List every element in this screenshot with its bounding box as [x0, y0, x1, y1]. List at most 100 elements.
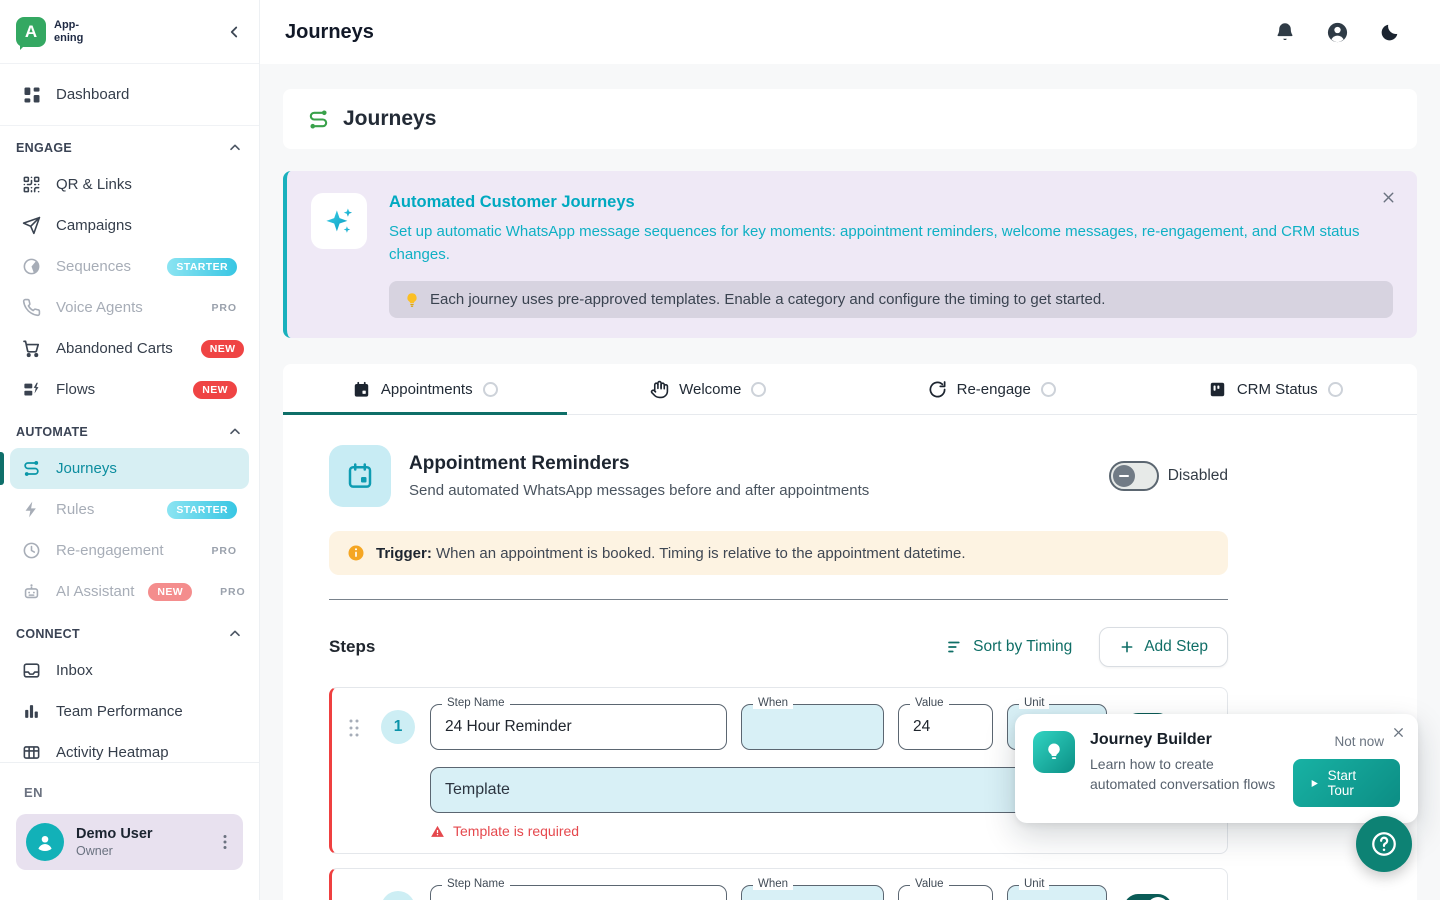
toggle-knob	[1112, 465, 1135, 487]
category-status-label: Disabled	[1167, 467, 1228, 484]
value-field: Value	[898, 697, 993, 750]
unit-select[interactable]: Unit	[1007, 878, 1107, 900]
sidebar-item-sequences[interactable]: Sequences STARTER	[10, 246, 249, 287]
section-header-automate[interactable]: AUTOMATE	[10, 410, 249, 448]
sort-by-timing-button[interactable]: Sort by Timing	[946, 638, 1072, 656]
step-number-badge: 1	[381, 710, 415, 744]
trigger-prefix: Trigger:	[376, 544, 432, 562]
value-input[interactable]	[913, 718, 978, 736]
step-enabled-toggle[interactable]	[1124, 894, 1172, 900]
zap-icon	[22, 500, 42, 520]
sidebar-item-label: Voice Agents	[56, 299, 143, 316]
tab-appointments[interactable]: Appointments	[283, 364, 567, 415]
sidebar-collapse-button[interactable]	[225, 23, 243, 41]
field-label: Step Name	[442, 697, 510, 709]
refresh-icon	[928, 380, 947, 399]
route-icon	[22, 459, 42, 479]
route-icon	[309, 109, 328, 129]
sidebar-item-ai-assistant[interactable]: AI Assistant NEW PRO	[10, 571, 249, 612]
page-heading: Journeys	[343, 107, 437, 130]
plus-icon	[1121, 641, 1133, 653]
sidebar-item-qr-links[interactable]: QR & Links	[10, 164, 249, 205]
sidebar-item-abandoned-carts[interactable]: Abandoned Carts NEW	[10, 328, 249, 369]
intro-tip-text: Each journey uses pre-approved templates…	[430, 291, 1106, 308]
sidebar-item-rules[interactable]: Rules STARTER	[10, 489, 249, 530]
template-select[interactable]: Template	[430, 767, 1111, 813]
tab-status-dot	[482, 381, 498, 397]
tab-status-dot	[1040, 381, 1056, 397]
flow-blocks-icon	[22, 380, 42, 400]
chevron-left-icon	[230, 26, 238, 37]
clock-icon	[22, 541, 42, 561]
notifications-button[interactable]	[1274, 21, 1296, 43]
sidebar-item-voice-agents[interactable]: Voice Agents PRO	[10, 287, 249, 328]
field-label: Unit	[1019, 697, 1050, 709]
account-button[interactable]	[1326, 21, 1349, 44]
sidebar-item-label: Rules	[56, 501, 95, 518]
user-menu-button[interactable]	[217, 833, 233, 851]
language-selector[interactable]: EN	[24, 785, 44, 800]
category-enable-toggle[interactable]	[1108, 461, 1159, 491]
not-now-button[interactable]: Not now	[1334, 734, 1384, 749]
sidebar-item-activity-heatmap[interactable]: Activity Heatmap	[10, 732, 249, 762]
drag-handle[interactable]	[346, 717, 366, 750]
intro-description: Set up automatic WhatsApp message sequen…	[389, 223, 1360, 263]
sidebar-item-label: Campaigns	[56, 217, 132, 234]
user-icon	[38, 835, 52, 851]
sidebar-item-campaigns[interactable]: Campaigns	[10, 205, 249, 246]
when-select[interactable]: When	[741, 697, 884, 750]
pro-badge: PRO	[220, 585, 246, 598]
sidebar-item-label: Flows	[56, 381, 96, 398]
intro-close-button[interactable]	[1380, 189, 1397, 206]
sequence-loader-icon	[22, 257, 42, 277]
starter-badge: STARTER	[167, 500, 237, 519]
field-label: Value	[910, 878, 949, 890]
heatmap-grid-icon	[22, 743, 42, 763]
popup-close-button[interactable]	[1391, 725, 1406, 740]
section-header-connect[interactable]: CONNECT	[10, 612, 249, 650]
grip-dots-icon	[349, 719, 359, 737]
sidebar-item-flows[interactable]: Flows NEW	[10, 369, 249, 410]
sidebar-item-label: Abandoned Carts	[56, 340, 173, 357]
chevron-up-icon	[227, 626, 243, 642]
top-bar: Journeys	[260, 0, 1440, 64]
sidebar-item-label: QR & Links	[56, 176, 132, 193]
field-label: Value	[910, 697, 949, 709]
send-icon	[22, 216, 42, 236]
dark-mode-toggle[interactable]	[1379, 22, 1400, 43]
tab-status-dot	[751, 381, 767, 397]
kanban-icon	[1208, 380, 1227, 399]
help-button[interactable]	[1356, 816, 1412, 872]
close-icon	[1383, 192, 1394, 203]
value-field: Value	[898, 878, 993, 900]
tab-welcome[interactable]: Welcome	[567, 364, 851, 414]
when-select[interactable]: When	[741, 878, 884, 900]
sidebar-header: A App- ening	[0, 0, 259, 64]
sidebar-item-inbox[interactable]: Inbox	[10, 650, 249, 691]
calendar-icon	[352, 380, 371, 399]
tab-crm-status[interactable]: CRM Status	[1134, 364, 1418, 414]
divider	[329, 599, 1228, 600]
sidebar-item-team-performance[interactable]: Team Performance	[10, 691, 249, 732]
step-name-input[interactable]	[445, 718, 712, 736]
bar-chart-icon	[22, 702, 42, 722]
template-error: Template is required	[430, 823, 1211, 839]
tab-re-engage[interactable]: Re-engage	[850, 364, 1134, 414]
sidebar-item-dashboard[interactable]: Dashboard	[0, 64, 259, 126]
warning-triangle-icon	[431, 825, 444, 837]
field-label: Step Name	[442, 878, 510, 890]
sidebar-item-re-engagement[interactable]: Re-engagement PRO	[10, 530, 249, 571]
calendar-icon	[348, 463, 372, 488]
dashboard-icon	[22, 85, 42, 105]
moon-icon	[1381, 24, 1398, 40]
start-tour-button[interactable]: Start Tour	[1293, 759, 1400, 807]
user-name: Demo User	[76, 826, 153, 842]
app-logo-text: App- ening	[54, 19, 84, 44]
pro-badge: PRO	[211, 301, 237, 314]
user-card[interactable]: Demo User Owner	[16, 814, 243, 870]
phone-icon	[22, 298, 42, 318]
section-header-engage[interactable]: ENGAGE	[10, 126, 249, 164]
sidebar-item-journeys[interactable]: Journeys	[0, 448, 249, 489]
add-step-button[interactable]: Add Step	[1099, 627, 1228, 667]
app-logo[interactable]: A App- ening	[16, 16, 84, 50]
